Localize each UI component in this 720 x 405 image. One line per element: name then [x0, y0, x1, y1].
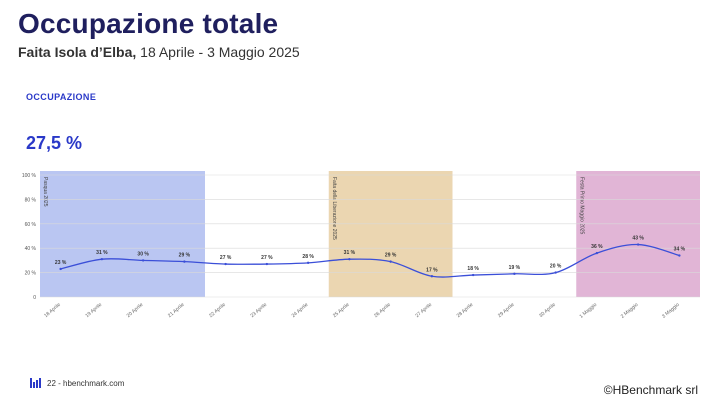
x-tick-label: 25 Aprile — [332, 302, 351, 319]
event-band-label: Festa Primo Maggio 2025 — [578, 177, 584, 234]
footer-page: 22 - hbenchmark.com — [47, 378, 125, 388]
x-tick-label: 23 Aprile — [249, 302, 268, 319]
data-point — [265, 262, 269, 266]
data-point — [513, 272, 516, 276]
data-label: 17 % — [426, 267, 438, 273]
y-tick-label: 40 % — [25, 246, 37, 252]
y-tick-label: 60 % — [25, 222, 37, 228]
metric-label: OCCUPAZIONE — [26, 92, 97, 102]
data-point — [306, 261, 310, 265]
occupancy-line — [60, 243, 680, 278]
data-label: 18 % — [467, 266, 479, 272]
subtitle-dates: 18 Aprile - 3 Maggio 2025 — [136, 44, 300, 60]
data-label: 31 % — [96, 250, 108, 256]
data-label: 34 % — [674, 247, 686, 253]
hbenchmark-logo-icon — [30, 378, 41, 388]
copyright: ©HBenchmark srl — [603, 383, 698, 397]
data-point — [59, 267, 62, 271]
data-label: 20 % — [550, 264, 562, 270]
data-label: 30 % — [137, 251, 149, 257]
metric-value: 27,5 % — [26, 133, 83, 153]
x-tick-label: 19 Aprile — [84, 302, 103, 319]
event-band — [40, 171, 205, 297]
data-point — [183, 260, 186, 263]
page-title: Occupazione totale — [18, 8, 279, 39]
x-tick-label: 18 Aprile — [43, 302, 62, 319]
x-tick-label: 2 Maggio — [620, 302, 640, 320]
data-label: 36 % — [591, 244, 603, 250]
event-band-label: Faita della Liberazione 2025 — [331, 177, 337, 240]
x-tick-label: 30 Aprile — [538, 302, 557, 319]
x-tick-label: 29 Aprile — [497, 302, 516, 319]
subtitle-location: Faita Isola d’Elba, — [18, 44, 137, 60]
data-point — [224, 262, 227, 266]
data-point — [348, 257, 351, 261]
data-label: 29 % — [385, 253, 397, 259]
event-band-label: Pasqua 2025 — [42, 177, 48, 207]
x-tick-label: 3 Maggio — [661, 302, 681, 320]
y-tick-label: 80 % — [25, 197, 37, 203]
data-point — [678, 254, 681, 257]
x-tick-label: 22 Aprile — [208, 302, 227, 319]
event-band — [328, 171, 453, 297]
data-label: 27 % — [261, 255, 273, 261]
page-subtitle: Faita Isola d’Elba, 18 Aprile - 3 Maggio… — [18, 44, 300, 60]
data-point — [100, 257, 104, 261]
y-tick-label: 100 % — [22, 173, 37, 179]
x-tick-label: 28 Aprile — [456, 302, 475, 319]
data-label: 31 % — [344, 250, 356, 256]
data-point — [554, 271, 557, 274]
y-tick-label: 0 — [33, 295, 36, 301]
x-tick-label: 1 Maggio — [579, 302, 599, 320]
x-tick-label: 20 Aprile — [126, 302, 145, 319]
data-point — [389, 260, 392, 263]
y-tick-label: 20 % — [25, 271, 37, 277]
data-point — [471, 273, 475, 277]
data-point — [636, 243, 640, 246]
event-band — [576, 171, 700, 297]
data-point — [595, 251, 599, 255]
data-label: 23 % — [55, 260, 67, 266]
x-tick-label: 21 Aprile — [167, 302, 186, 319]
data-label: 43 % — [632, 236, 644, 242]
x-tick-label: 24 Aprile — [291, 302, 310, 319]
data-label: 28 % — [302, 254, 314, 260]
x-tick-label: 26 Aprile — [373, 302, 392, 319]
footer: 22 - hbenchmark.com — [30, 378, 124, 388]
data-label: 27 % — [220, 255, 232, 261]
data-point — [141, 259, 145, 262]
data-point — [430, 275, 434, 278]
data-label: 19 % — [509, 265, 521, 271]
data-label: 29 % — [179, 253, 191, 259]
x-tick-label: 27 Aprile — [414, 302, 433, 319]
